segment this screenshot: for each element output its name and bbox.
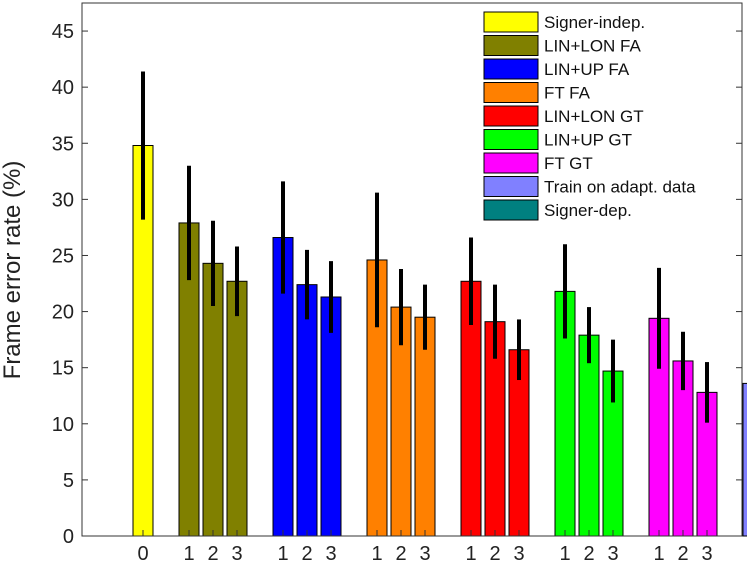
bar-7-0 [742,382,747,537]
x-tick-label-2-1: 2 [301,543,312,565]
legend-swatch-5 [483,129,539,150]
legend-swatch-1 [483,35,539,56]
y-tick-label-5: 25 [52,245,74,267]
y-tick-label-9: 45 [52,21,74,43]
x-tick-label-5-0: 1 [559,543,570,565]
bar-2-1 [296,284,318,537]
bar-5-1 [578,334,600,537]
bars-group [132,145,747,537]
legend-label-0: Signer-indep. [544,13,645,32]
legend-swatch-4 [483,105,539,127]
legend-swatch-7 [483,176,539,197]
legend-swatch-2 [483,58,539,80]
y-tick-label-2: 10 [52,414,74,436]
plot-frame [81,2,743,537]
legend-label-4: LIN+LON GT [544,107,644,126]
legend-label-5: LIN+UP GT [544,131,632,150]
x-tick-label-5-2: 3 [607,543,618,565]
x-tick-label-6-0: 1 [653,543,664,565]
x-tick-label-5-1: 2 [583,543,594,565]
y-tick-label-8: 40 [52,77,74,99]
bar-1-2 [226,280,248,537]
x-tick-label-6-1: 2 [677,543,688,565]
legend-swatch-6 [483,152,539,174]
y-tick-label-6: 30 [52,189,74,211]
legend-label-2: LIN+UP FA [544,60,630,79]
x-tick-label-2-2: 3 [325,543,336,565]
y-axis-label: Frame error rate (%) [0,161,26,380]
x-tick-label-1-2: 3 [231,543,242,565]
x-tick-label-4-1: 2 [489,543,500,565]
x-tick-label-0-0: 0 [137,543,148,565]
x-tick-label-3-0: 1 [371,543,382,565]
x-tick-label-6-2: 3 [701,543,712,565]
legend-swatch-8 [483,199,539,221]
bar-3-2 [414,316,436,537]
x-tick-label-4-0: 1 [465,543,476,565]
legend-label-7: Train on adapt. data [544,178,696,197]
y-tick-label-1: 5 [63,470,74,492]
legend-swatch-3 [483,82,539,103]
legend-label-3: FT FA [544,84,591,103]
x-tick-label-1-0: 1 [183,543,194,565]
legend-label-6: FT GT [544,154,593,173]
legend-label-8: Signer-dep. [544,201,632,220]
y-tick-label-3: 15 [52,358,74,380]
error-bars-group [141,71,709,423]
y-axis-ticks: 0 5 10 15 20 25 30 35 40 45 [52,21,742,548]
x-tick-label-3-2: 3 [419,543,430,565]
x-tick-label-4-2: 3 [513,543,524,565]
x-tick-label-1-1: 2 [207,543,218,565]
x-tick-label-2-0: 1 [277,543,288,565]
y-tick-label-4: 20 [52,302,74,324]
legend-label-1: LIN+LON FA [544,37,642,56]
x-tick-label-3-1: 2 [395,543,406,565]
x-axis-ticks: 01231231231231231233All [137,530,713,565]
legend-swatch-0 [483,11,539,33]
legend: Signer-indep. LIN+LON FA LIN+UP FA FT FA LIN… [472,8,736,226]
y-tick-label-0: 0 [63,526,74,548]
y-tick-label-7: 35 [52,133,74,155]
